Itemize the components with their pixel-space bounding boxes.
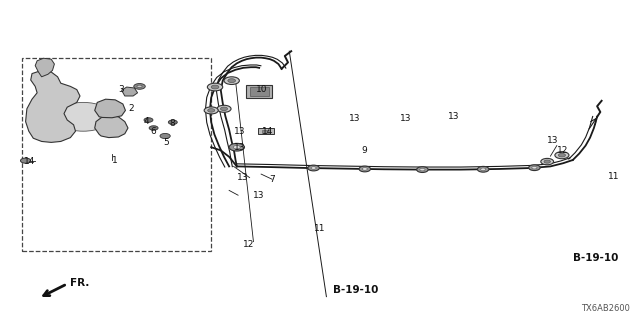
Circle shape [541,158,554,165]
Text: 6: 6 [150,127,156,136]
Text: 10: 10 [256,85,268,94]
Circle shape [160,133,170,139]
Circle shape [558,154,566,157]
Text: FR.: FR. [70,278,90,288]
Circle shape [229,143,244,151]
Polygon shape [26,70,80,142]
Text: 13: 13 [400,114,412,123]
Text: 11: 11 [608,172,620,180]
Text: TX6AB2600: TX6AB2600 [582,304,630,313]
Text: 14: 14 [262,127,274,136]
Circle shape [211,85,219,89]
Circle shape [359,166,371,172]
Text: 13: 13 [253,191,264,200]
Circle shape [220,107,228,111]
Text: 13: 13 [234,127,245,136]
Text: 13: 13 [234,143,245,152]
Circle shape [529,165,540,171]
Circle shape [308,165,319,171]
Circle shape [20,158,31,163]
Bar [262,130,269,133]
Text: 13: 13 [547,136,559,145]
Text: B-19-10: B-19-10 [333,285,378,295]
Bar [257,128,274,134]
Circle shape [224,77,239,84]
Text: 12: 12 [557,146,568,155]
Text: 9: 9 [362,146,367,155]
Circle shape [420,168,425,171]
Bar [246,85,272,98]
Circle shape [137,85,142,88]
Text: 1: 1 [112,156,118,164]
Text: 13: 13 [349,114,360,123]
Circle shape [207,83,223,91]
Polygon shape [95,99,125,118]
Text: 8: 8 [170,119,175,128]
Circle shape [234,146,240,149]
Text: 13: 13 [448,112,460,121]
Text: 3: 3 [118,85,124,94]
Text: 7: 7 [269,175,275,184]
Bar [250,87,269,96]
Circle shape [134,84,145,89]
Text: B-19-10: B-19-10 [573,252,618,263]
Text: 11: 11 [314,224,325,233]
Circle shape [168,120,177,124]
Circle shape [555,152,569,159]
Circle shape [144,118,153,122]
Circle shape [228,79,236,83]
Circle shape [217,105,231,112]
Bar [22,58,211,251]
Circle shape [204,107,218,114]
Polygon shape [122,87,138,96]
Circle shape [481,168,486,171]
Circle shape [362,168,367,170]
Text: 13: 13 [237,173,248,182]
Polygon shape [95,115,128,138]
Circle shape [149,126,158,130]
Polygon shape [35,58,54,77]
Text: 5: 5 [163,138,169,147]
Circle shape [311,167,316,169]
Text: 4: 4 [144,117,150,126]
Circle shape [532,166,537,169]
Circle shape [207,109,215,112]
Circle shape [417,167,428,172]
Text: 14: 14 [24,157,36,166]
Text: 12: 12 [243,240,255,249]
Circle shape [477,166,489,172]
Circle shape [544,160,550,163]
Circle shape [54,102,112,131]
Text: 2: 2 [128,104,134,113]
